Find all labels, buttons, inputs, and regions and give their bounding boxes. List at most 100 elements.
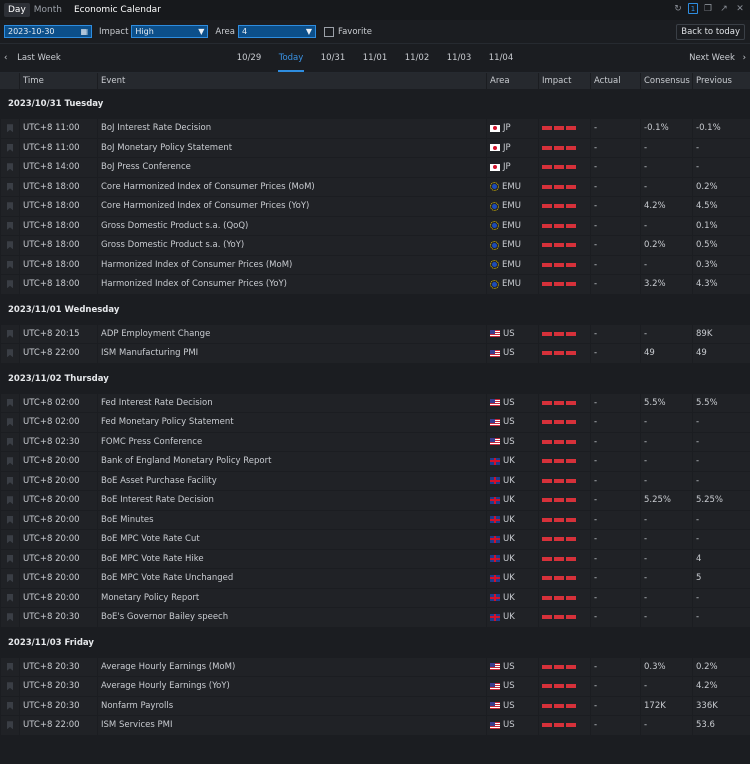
table-row[interactable]: UTC+8 02:30 FOMC Press Conference US - - -	[0, 432, 750, 452]
table-row[interactable]: UTC+8 02:00 Fed Interest Rate Decision US -…	[0, 393, 750, 413]
event-cell[interactable]: BoE MPC Vote Rate Hike	[97, 549, 486, 568]
bookmark-cell[interactable]	[0, 491, 19, 510]
consensus-header[interactable]: Consensus	[640, 73, 692, 89]
close-icon[interactable]: ✕	[736, 4, 744, 14]
favorite-checkbox[interactable]	[323, 26, 334, 37]
bookmark-icon[interactable]	[7, 418, 13, 427]
bookmark-icon[interactable]	[7, 535, 13, 544]
table-row[interactable]: UTC+8 20:30 Average Hourly Earnings (MoM)…	[0, 657, 750, 677]
bookmark-cell[interactable]	[0, 158, 19, 177]
event-header[interactable]: Event	[97, 73, 486, 89]
day-tab[interactable]: 11/03	[446, 53, 472, 63]
event-cell[interactable]: Core Harmonized Index of Consumer Prices…	[97, 177, 486, 196]
event-cell[interactable]: Bank of England Monetary Policy Report	[97, 452, 486, 471]
bookmark-cell[interactable]	[0, 344, 19, 363]
window-badge[interactable]: 1	[688, 3, 698, 14]
tab-day[interactable]: Day	[4, 3, 30, 17]
bookmark-icon[interactable]	[7, 496, 13, 505]
day-tab[interactable]: 11/04	[488, 53, 514, 63]
bookmark-cell[interactable]	[0, 197, 19, 216]
bookmark-cell[interactable]	[0, 413, 19, 432]
table-row[interactable]: UTC+8 20:00 BoE MPC Vote Rate Unchanged UK…	[0, 569, 750, 589]
bookmark-cell[interactable]	[0, 716, 19, 735]
bookmark-icon[interactable]	[7, 574, 13, 583]
event-cell[interactable]: ISM Manufacturing PMI	[97, 344, 486, 363]
bookmark-icon[interactable]	[7, 124, 13, 133]
bookmark-cell[interactable]	[0, 471, 19, 490]
bookmark-cell[interactable]	[0, 255, 19, 274]
bookmark-cell[interactable]	[0, 216, 19, 235]
event-cell[interactable]: Fed Interest Rate Decision	[97, 393, 486, 412]
bookmark-cell[interactable]	[0, 530, 19, 549]
bookmark-icon[interactable]	[7, 260, 13, 269]
bookmark-icon[interactable]	[7, 398, 13, 407]
table-row[interactable]: UTC+8 14:00 BoJ Press Conference JP - - -	[0, 158, 750, 178]
next-week-button[interactable]: Next Week ›	[689, 53, 746, 63]
bookmark-icon[interactable]	[7, 593, 13, 602]
event-cell[interactable]: Core Harmonized Index of Consumer Prices…	[97, 197, 486, 216]
expand-icon[interactable]: ↗	[720, 4, 728, 14]
event-cell[interactable]: Gross Domestic Product s.a. (QoQ)	[97, 216, 486, 235]
bookmark-icon[interactable]	[7, 613, 13, 622]
bookmark-cell[interactable]	[0, 588, 19, 607]
event-cell[interactable]: BoE Minutes	[97, 510, 486, 529]
event-cell[interactable]: BoJ Monetary Policy Statement	[97, 138, 486, 157]
bookmark-icon[interactable]	[7, 182, 13, 191]
time-header[interactable]: Time	[19, 73, 97, 89]
table-row[interactable]: UTC+8 20:30 Nonfarm Payrolls US -172K 336K	[0, 696, 750, 716]
event-cell[interactable]: BoE MPC Vote Rate Unchanged	[97, 569, 486, 588]
previous-header[interactable]: Previous	[692, 73, 742, 89]
event-cell[interactable]: Average Hourly Earnings (YoY)	[97, 677, 486, 696]
bookmark-icon[interactable]	[7, 280, 13, 289]
table-row[interactable]: UTC+8 11:00 BoJ Monetary Policy Statement…	[0, 138, 750, 158]
bookmark-icon[interactable]	[7, 476, 13, 485]
event-cell[interactable]: Harmonized Index of Consumer Prices (YoY…	[97, 275, 486, 294]
event-cell[interactable]: Average Hourly Earnings (MoM)	[97, 657, 486, 676]
tab-month[interactable]: Month	[33, 5, 62, 15]
bookmark-icon[interactable]	[7, 554, 13, 563]
table-row[interactable]: UTC+8 20:30 BoE's Governor Bailey speech U…	[0, 608, 750, 628]
bookmark-cell[interactable]	[0, 452, 19, 471]
bookmark-cell[interactable]	[0, 119, 19, 138]
table-row[interactable]: UTC+8 20:30 Average Hourly Earnings (YoY)…	[0, 677, 750, 697]
event-cell[interactable]: Harmonized Index of Consumer Prices (MoM…	[97, 255, 486, 274]
bookmark-cell[interactable]	[0, 608, 19, 627]
table-row[interactable]: UTC+8 20:00 Bank of England Monetary Poli…	[0, 452, 750, 472]
area-select[interactable]: 4 ▼	[237, 25, 316, 38]
table-row[interactable]: UTC+8 20:00 BoE Minutes UK - - -	[0, 510, 750, 530]
bookmark-cell[interactable]	[0, 677, 19, 696]
event-cell[interactable]: Gross Domestic Product s.a. (YoY)	[97, 236, 486, 255]
event-cell[interactable]: Nonfarm Payrolls	[97, 696, 486, 715]
table-row[interactable]: UTC+8 18:00 Core Harmonized Index of Cons…	[0, 197, 750, 217]
bookmark-cell[interactable]	[0, 324, 19, 343]
bookmark-icon[interactable]	[7, 349, 13, 358]
bookmark-cell[interactable]	[0, 549, 19, 568]
bookmark-cell[interactable]	[0, 393, 19, 412]
bookmark-icon[interactable]	[7, 329, 13, 338]
bookmark-icon[interactable]	[7, 143, 13, 152]
impact-header[interactable]: Impact	[538, 73, 590, 89]
day-tab[interactable]: Today	[270, 44, 312, 72]
bookmark-icon[interactable]	[7, 221, 13, 230]
event-cell[interactable]: ISM Services PMI	[97, 716, 486, 735]
bookmark-cell[interactable]	[0, 696, 19, 715]
area-header[interactable]: Area	[486, 73, 538, 89]
bookmark-cell[interactable]	[0, 236, 19, 255]
table-row[interactable]: UTC+8 20:00 BoE MPC Vote Rate Hike UK - -4	[0, 549, 750, 569]
table-row[interactable]: UTC+8 20:00 BoE Interest Rate Decision UK -…	[0, 491, 750, 511]
bookmark-icon[interactable]	[7, 202, 13, 211]
table-row[interactable]: UTC+8 20:15 ADP Employment Change US - -89K	[0, 324, 750, 344]
bookmark-icon[interactable]	[7, 662, 13, 671]
day-tab[interactable]: 11/02	[404, 53, 430, 63]
back-to-today-button[interactable]: Back to today	[676, 24, 745, 40]
day-tab[interactable]: 11/01	[362, 53, 388, 63]
day-tab[interactable]: 10/29	[236, 53, 262, 63]
date-picker[interactable]: 2023-10-30 ▦	[4, 25, 92, 38]
table-row[interactable]: UTC+8 22:00 ISM Manufacturing PMI US -49 49	[0, 344, 750, 364]
table-row[interactable]: UTC+8 18:00 Harmonized Index of Consumer …	[0, 275, 750, 295]
bookmark-icon[interactable]	[7, 682, 13, 691]
table-row[interactable]: UTC+8 18:00 Harmonized Index of Consumer …	[0, 255, 750, 275]
bookmark-cell[interactable]	[0, 657, 19, 676]
bookmark-cell[interactable]	[0, 177, 19, 196]
bookmark-icon[interactable]	[7, 701, 13, 710]
